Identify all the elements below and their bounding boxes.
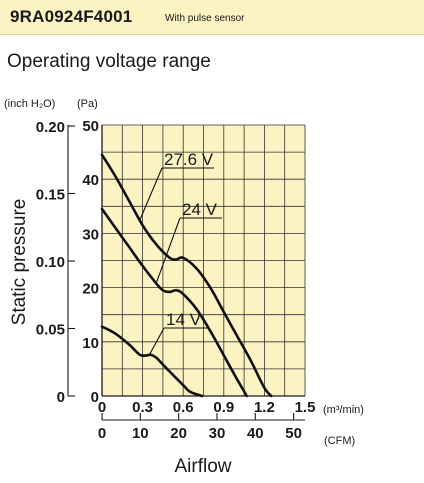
x-tick-label-cfm: 50 bbox=[285, 425, 302, 442]
y-tick-label-pa: 20 bbox=[82, 281, 99, 298]
y-unit-left: (inch H₂O) bbox=[4, 98, 55, 110]
y-tick-label-inch: 0 bbox=[57, 389, 65, 406]
series-line-2 bbox=[100, 207, 249, 398]
x-tick-label-m3min: 1.5 bbox=[295, 399, 316, 416]
y-axis-label: Static pressure bbox=[9, 199, 30, 326]
model-note: With pulse sensor bbox=[165, 13, 245, 24]
annotation-leader bbox=[148, 327, 165, 356]
x-tick-label-cfm: 0 bbox=[98, 425, 106, 442]
curves bbox=[100, 153, 273, 398]
x-axis-label: Airflow bbox=[174, 456, 231, 477]
x-tick-label-cfm: 40 bbox=[247, 425, 264, 442]
x-tick-label-cfm: 20 bbox=[170, 425, 187, 442]
x-tick-label-cfm: 30 bbox=[209, 425, 226, 442]
y-unit-right: (Pa) bbox=[77, 98, 98, 110]
y-tick-label-pa: 40 bbox=[82, 172, 99, 189]
annotation-leader bbox=[155, 217, 181, 284]
x-unit-secondary: (CFM) bbox=[324, 435, 355, 447]
x-tick-label-m3min: 0 bbox=[98, 399, 106, 416]
y-tick-label-pa: 0 bbox=[91, 389, 99, 406]
annotation-label: 24 V bbox=[182, 200, 218, 219]
annotation-leader bbox=[139, 167, 163, 221]
annotations: 27.6 V 24 V 14 V bbox=[139, 150, 222, 356]
y-tick-label-inch: 0.15 bbox=[36, 186, 65, 203]
y-tick-label-pa: 30 bbox=[82, 226, 99, 243]
grid bbox=[102, 124, 306, 396]
y-tick-label-inch: 0.20 bbox=[36, 119, 65, 136]
y-tick-label-pa: 10 bbox=[82, 335, 99, 352]
ticks: 0 10 20 30 40 50 0 0.05 0.10 0.15 0.20 0 0.3 0.6 0.9 1.… bbox=[36, 118, 316, 442]
x-tick-label-cfm: 10 bbox=[132, 425, 149, 442]
series-line-3 bbox=[100, 325, 204, 398]
section-title: Operating voltage range bbox=[7, 51, 211, 72]
x-tick-label-m3min: 0.9 bbox=[213, 399, 234, 416]
header-bar: 9RA0924F4001 With pulse sensor bbox=[0, 0, 424, 35]
y-tick-label-pa: 50 bbox=[82, 118, 99, 135]
series-line-1 bbox=[100, 153, 273, 398]
x-tick-label-m3min: 0.6 bbox=[173, 399, 194, 416]
x-unit-primary: (m³/min) bbox=[323, 404, 364, 416]
model-number: 9RA0924F4001 bbox=[10, 7, 133, 26]
x-tick-label-m3min: 1.2 bbox=[254, 399, 275, 416]
annotation-label: 27.6 V bbox=[164, 150, 214, 169]
annotation-label: 14 V bbox=[166, 310, 202, 329]
y-tick-label-inch: 0.05 bbox=[36, 321, 65, 338]
x-tick-label-m3min: 0.3 bbox=[132, 399, 153, 416]
y-tick-label-inch: 0.10 bbox=[36, 254, 65, 271]
